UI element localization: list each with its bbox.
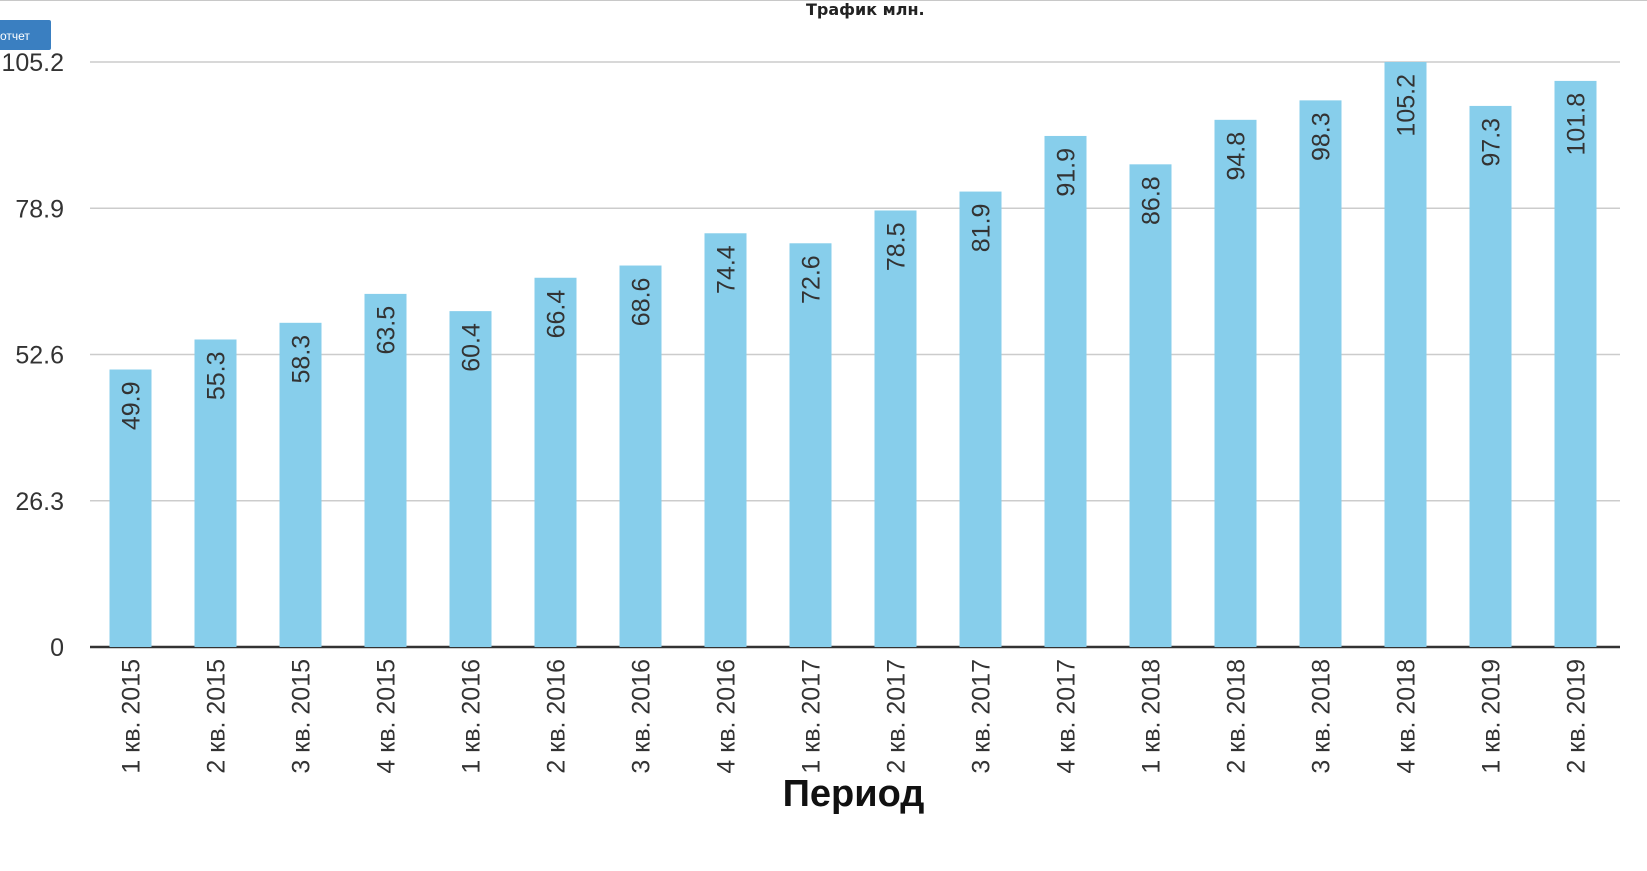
bar-value-label: 58.3 xyxy=(288,335,316,384)
bar xyxy=(789,243,832,647)
x-tick-label: 2 кв. 2016 xyxy=(543,659,571,774)
x-tick-label: 4 кв. 2016 xyxy=(713,659,741,774)
bar xyxy=(1129,164,1172,647)
bar xyxy=(1044,135,1087,648)
bar xyxy=(1469,105,1512,648)
x-tick-label: 2 кв. 2017 xyxy=(883,659,911,774)
bar-value-label: 97.3 xyxy=(1478,118,1506,167)
x-axis-title: Период xyxy=(782,773,925,815)
bar-value-label: 72.6 xyxy=(798,255,826,304)
bar-value-label: 91.9 xyxy=(1053,148,1081,197)
x-tick-label: 1 кв. 2015 xyxy=(118,659,146,774)
x-tick-label: 3 кв. 2018 xyxy=(1308,659,1336,774)
bar-value-label: 60.4 xyxy=(458,323,486,372)
x-tick-label: 1 кв. 2017 xyxy=(798,659,826,774)
x-tick-label: 1 кв. 2018 xyxy=(1138,659,1166,774)
bar xyxy=(1384,62,1427,647)
bar-value-label: 49.9 xyxy=(118,382,146,431)
x-tick-label: 4 кв. 2018 xyxy=(1393,659,1421,774)
bar xyxy=(1554,80,1597,647)
bar xyxy=(959,191,1002,647)
x-tick-label: 3 кв. 2017 xyxy=(968,659,996,774)
bar-value-label: 74.4 xyxy=(713,245,741,294)
x-tick-label: 2 кв. 2018 xyxy=(1223,659,1251,774)
y-tick-label: 0 xyxy=(50,634,64,662)
y-tick-label: 78.9 xyxy=(15,195,64,223)
x-tick-label: 3 кв. 2016 xyxy=(628,659,656,774)
bar-value-label: 66.4 xyxy=(543,290,571,339)
bar-value-label: 101.8 xyxy=(1563,93,1591,156)
x-tick-label: 2 кв. 2015 xyxy=(203,659,231,774)
x-tick-label: 4 кв. 2017 xyxy=(1053,659,1081,774)
bar xyxy=(534,277,577,647)
y-tick-label: 105.2 xyxy=(1,49,64,77)
bar-value-label: 78.5 xyxy=(883,222,911,271)
bar-value-label: 86.8 xyxy=(1138,176,1166,225)
bar xyxy=(109,369,152,647)
y-tick-label: 26.3 xyxy=(15,488,64,516)
bar xyxy=(194,339,237,647)
x-tick-label: 4 кв. 2015 xyxy=(373,659,401,774)
bar xyxy=(619,265,662,647)
x-tick-label: 1 кв. 2016 xyxy=(458,659,486,774)
bar-value-label: 98.3 xyxy=(1308,112,1336,161)
x-tick-label: 2 кв. 2019 xyxy=(1563,659,1591,774)
bar xyxy=(364,293,407,647)
chart-title: Трафик млн. xyxy=(806,0,925,19)
bar xyxy=(874,210,917,647)
bar xyxy=(449,311,492,647)
bar-value-label: 68.6 xyxy=(628,278,656,327)
bar xyxy=(704,233,747,648)
bar-value-label: 81.9 xyxy=(968,204,996,253)
bar-value-label: 63.5 xyxy=(373,306,401,355)
report-button[interactable]: отчет xyxy=(0,20,51,50)
x-tick-label: 1 кв. 2019 xyxy=(1478,659,1506,774)
x-tick-label: 3 кв. 2015 xyxy=(288,659,316,774)
bar-value-label: 94.8 xyxy=(1223,132,1251,181)
bar xyxy=(1299,100,1342,648)
bar xyxy=(1214,119,1257,647)
top-divider xyxy=(0,0,1647,1)
bar-value-label: 105.2 xyxy=(1393,74,1421,137)
y-tick-label: 52.6 xyxy=(15,342,64,370)
bar xyxy=(279,322,322,647)
bar-value-label: 55.3 xyxy=(203,351,231,400)
